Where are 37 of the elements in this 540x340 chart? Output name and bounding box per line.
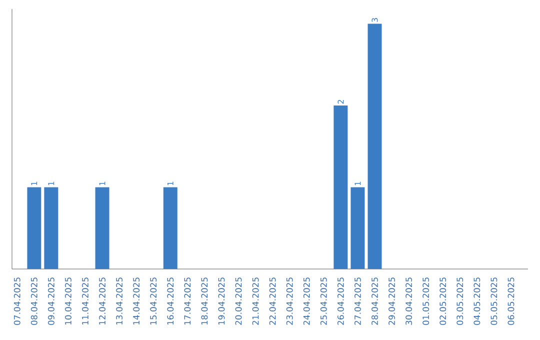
x-tick-label: 18.04.2025 xyxy=(201,278,208,325)
x-tick-label: 13.04.2025 xyxy=(116,278,123,325)
x-tick-label: 15.04.2025 xyxy=(150,278,157,325)
x-tick-label: 25.04.2025 xyxy=(320,278,327,325)
x-tick-label: 06.05.2025 xyxy=(508,278,514,325)
x-tick-label: 08.04.2025 xyxy=(30,278,38,325)
data-label: 1 xyxy=(48,182,54,186)
x-tick-label: 11.04.2025 xyxy=(82,278,88,325)
x-tick-label: 28.04.2025 xyxy=(372,278,378,325)
x-tick-label: 10.04.2025 xyxy=(64,278,72,325)
data-label: 1 xyxy=(31,182,38,186)
x-tick-label: 09.04.2025 xyxy=(48,278,54,325)
x-tick-label: 30.04.2025 xyxy=(406,278,412,325)
x-tick-label: 17.04.2025 xyxy=(184,278,191,325)
x-tick-label: 21.04.2025 xyxy=(252,278,259,325)
data-label: 2 xyxy=(338,100,344,104)
x-tick-label: 20.04.2025 xyxy=(235,278,242,325)
x-tick-label: 02.05.2025 xyxy=(440,278,446,325)
x-tick-label: 03.05.2025 xyxy=(456,278,464,325)
x-tick-label: 04.05.2025 xyxy=(474,278,480,325)
x-tick-label: 27.04.2025 xyxy=(354,278,361,325)
x-tick-label: 07.04.2025 xyxy=(14,278,20,325)
data-label: 1 xyxy=(99,182,106,186)
x-tick-label: 22.04.2025 xyxy=(269,278,276,325)
x-tick-label: 05.05.2025 xyxy=(490,278,498,325)
data-label: 1 xyxy=(167,182,174,186)
x-tick-label: 19.04.2025 xyxy=(218,278,225,325)
data-label: 3 xyxy=(372,18,378,22)
x-tick-label: 12.04.2025 xyxy=(99,278,106,325)
x-tick-label: 01.05.2025 xyxy=(422,278,430,325)
data-label: 1 xyxy=(354,182,361,186)
x-tick-label: 23.04.2025 xyxy=(286,278,293,325)
x-tick-label: 14.04.2025 xyxy=(133,278,140,325)
x-tick-label: 29.04.2025 xyxy=(388,278,395,325)
x-tick-label: 24.04.2025 xyxy=(303,278,310,325)
x-tick-label: 16.04.2025 xyxy=(167,278,174,325)
x-tick-label: 26.04.2025 xyxy=(337,278,344,325)
